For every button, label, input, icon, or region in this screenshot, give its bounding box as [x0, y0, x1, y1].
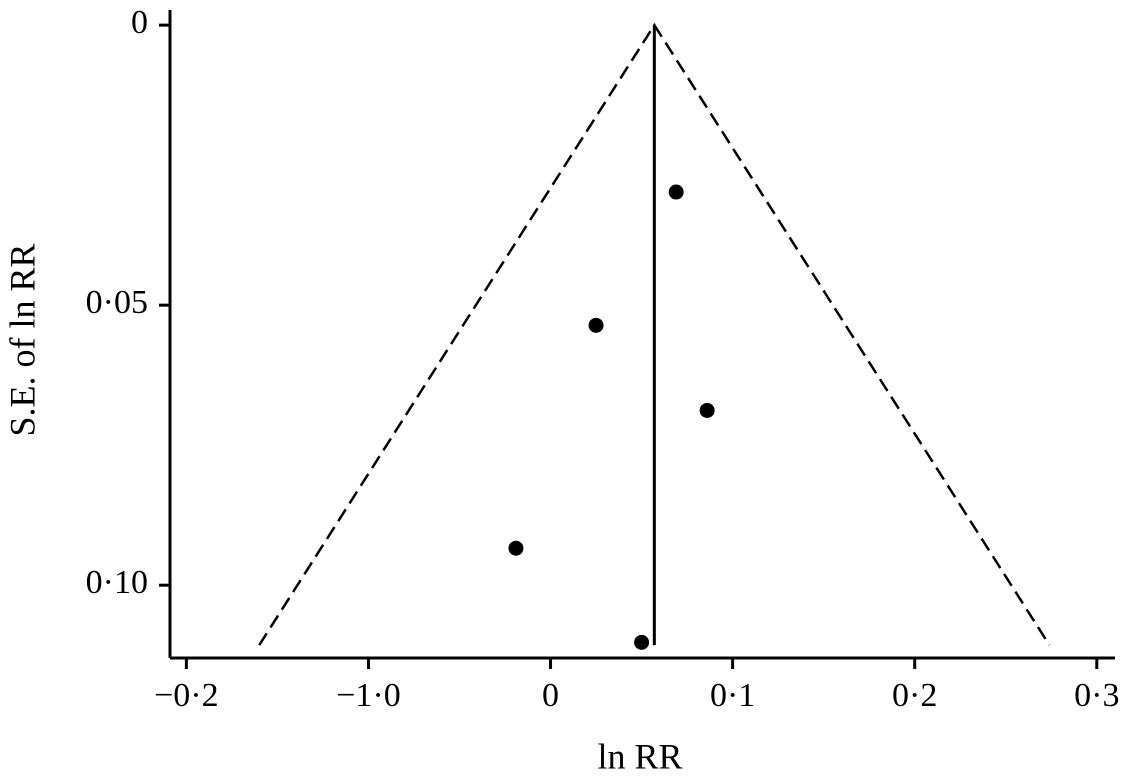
study-point — [699, 402, 715, 418]
x-tick-label: 0 — [542, 677, 559, 714]
x-axis-label: ln RR — [597, 736, 682, 776]
study-point — [588, 317, 604, 333]
x-tick-label: 0·1 — [710, 677, 755, 714]
y-tick-label: 0 — [131, 4, 148, 41]
y-tick-label: 0·10 — [86, 564, 148, 601]
x-tick-label: −1·0 — [336, 677, 401, 714]
x-tick-label: 0·2 — [892, 677, 937, 714]
x-tick-label: 0·3 — [1074, 677, 1119, 714]
y-tick-label: 0·05 — [86, 284, 148, 321]
study-point — [634, 634, 650, 650]
y-axis-label: S.E. of ln RR — [2, 243, 42, 436]
study-point — [508, 540, 524, 556]
study-point — [668, 184, 684, 200]
x-tick-label: −0·2 — [154, 677, 219, 714]
